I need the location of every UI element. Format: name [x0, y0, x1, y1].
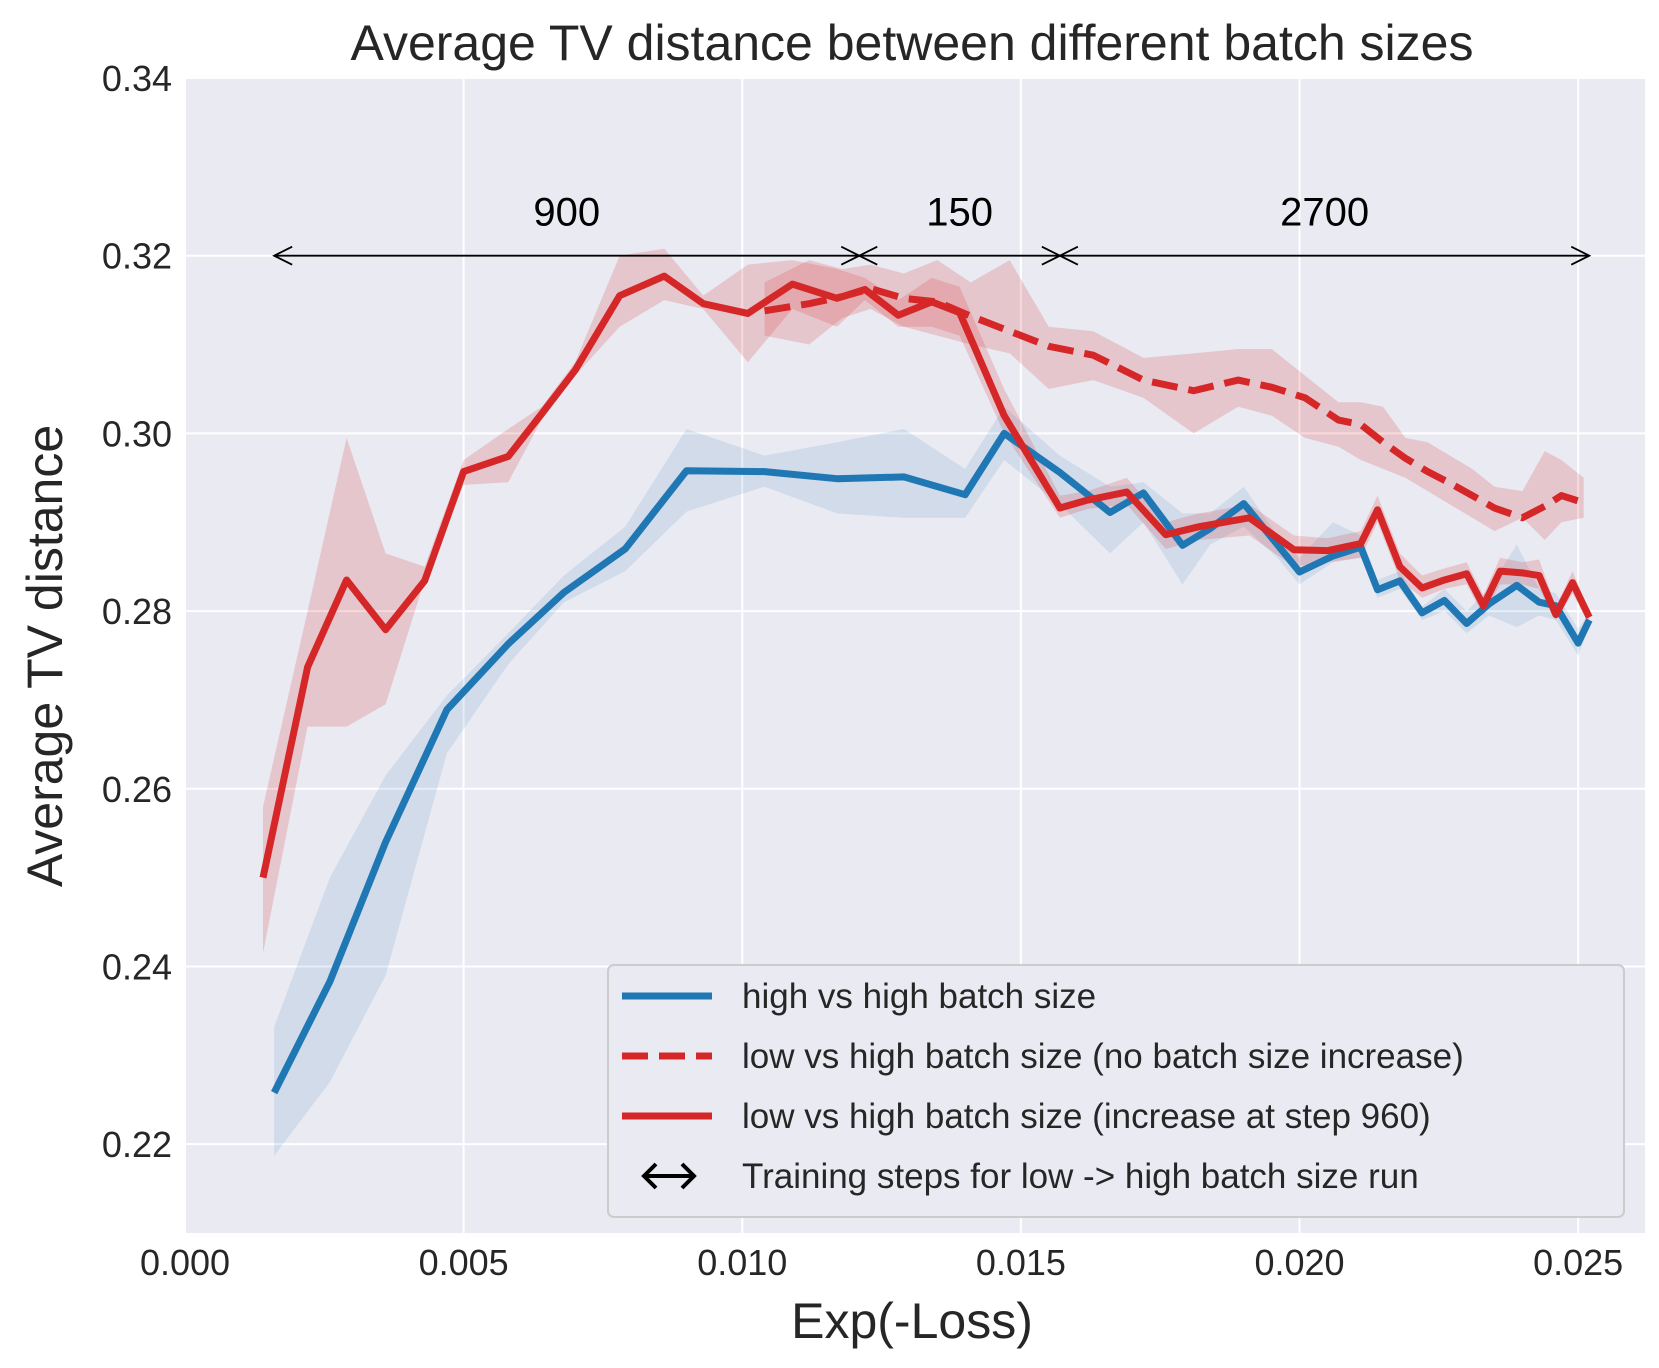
y-tick-label: 0.30	[102, 413, 172, 454]
legend-label: low vs high batch size (no batch size in…	[742, 1037, 1464, 1076]
annotation-arrow-2	[1057, 245, 1592, 266]
chart-title: Average TV distance between different ba…	[351, 15, 1474, 71]
legend-entry-2: low vs high batch size (increase at step…	[622, 1097, 1431, 1136]
annotation-label: 2700	[1280, 191, 1369, 235]
y-tick-label: 0.26	[102, 769, 172, 810]
x-tick-label: 0.010	[697, 1242, 787, 1283]
legend-label: high vs high batch size	[742, 977, 1096, 1016]
y-tick-label: 0.32	[102, 236, 172, 277]
x-tick-label: 0.015	[976, 1242, 1066, 1283]
legend-box	[607, 964, 1625, 1218]
step-annotations: 900 150 2700	[272, 191, 1592, 266]
legend-entry-1: low vs high batch size (no batch size in…	[622, 1037, 1464, 1076]
y-axis-label: Average TV distance	[17, 425, 73, 887]
y-tick-label: 0.24	[102, 946, 172, 987]
x-tick-label: 0.000	[140, 1242, 230, 1283]
x-tick-label: 0.025	[1533, 1242, 1623, 1283]
grid	[184, 77, 1645, 1233]
y-tick-label: 0.22	[102, 1124, 172, 1165]
legend-label: Training steps for low -> high batch siz…	[742, 1157, 1419, 1196]
x-tick-label: 0.005	[419, 1242, 509, 1283]
line-series-0	[271, 429, 1593, 1095]
series-lines	[259, 272, 1593, 1095]
line-series-2	[259, 272, 1593, 879]
legend: high vs high batch size low vs high batch…	[607, 964, 1625, 1218]
y-tick-label: 0.34	[102, 58, 172, 99]
x-axis-label: Exp(-Loss)	[791, 1293, 1033, 1349]
legend-label: low vs high batch size (increase at step…	[742, 1097, 1431, 1136]
x-tick-label: 0.020	[1254, 1242, 1344, 1283]
tick-labels: 0.000 0.005 0.010 0.015 0.020 0.025 0.22 0.24 0.…	[102, 58, 1623, 1283]
annotation-label: 900	[533, 191, 600, 235]
y-tick-label: 0.28	[102, 591, 172, 632]
annotation-label: 150	[926, 191, 993, 235]
line-series-1	[763, 285, 1585, 522]
legend-entry-0: high vs high batch size	[622, 977, 1096, 1016]
legend-entry-3: Training steps for low -> high batch siz…	[641, 1157, 1419, 1196]
